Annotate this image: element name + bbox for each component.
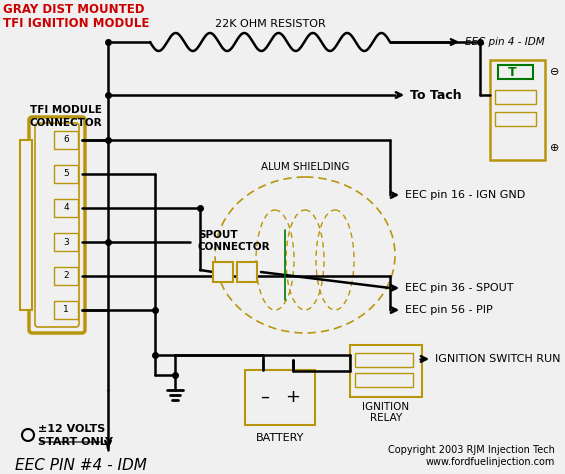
- Text: T: T: [508, 65, 516, 79]
- Text: IGNITION SWITCH RUN: IGNITION SWITCH RUN: [435, 354, 560, 364]
- Bar: [498, 65, 533, 79]
- Text: EEC pin 16 - IGN GND: EEC pin 16 - IGN GND: [405, 190, 525, 200]
- FancyBboxPatch shape: [35, 123, 79, 327]
- Text: START ONLY: START ONLY: [38, 437, 113, 447]
- Text: SPOUT: SPOUT: [198, 230, 238, 240]
- Text: To Tach: To Tach: [410, 89, 462, 101]
- Text: CONNECTOR: CONNECTOR: [198, 242, 271, 252]
- Bar: [54, 301, 78, 319]
- Text: 4: 4: [63, 203, 69, 212]
- Bar: [355, 373, 413, 387]
- Bar: [495, 90, 536, 104]
- Text: www.fordfuelinjection.com: www.fordfuelinjection.com: [425, 457, 555, 467]
- Text: 1: 1: [63, 306, 69, 315]
- Bar: [350, 345, 422, 397]
- Bar: [495, 112, 536, 126]
- Text: BATTERY: BATTERY: [256, 433, 304, 443]
- Bar: [490, 60, 545, 160]
- Text: EEC PIN #4 - IDM: EEC PIN #4 - IDM: [15, 458, 147, 473]
- Bar: [54, 165, 78, 183]
- Text: TFI MODULE: TFI MODULE: [30, 105, 102, 115]
- Text: EEC pin 56 - PIP: EEC pin 56 - PIP: [405, 305, 493, 315]
- Text: ⊕: ⊕: [550, 143, 559, 153]
- Text: GRAY DIST MOUNTED: GRAY DIST MOUNTED: [3, 3, 145, 16]
- Text: 6: 6: [63, 136, 69, 145]
- Text: ALUM SHIELDING: ALUM SHIELDING: [261, 162, 349, 172]
- Text: TFI IGNITION MODULE: TFI IGNITION MODULE: [3, 17, 149, 30]
- Text: Copyright 2003 RJM Injection Tech: Copyright 2003 RJM Injection Tech: [388, 445, 555, 455]
- Text: ±12 VOLTS: ±12 VOLTS: [38, 424, 105, 434]
- Bar: [213, 262, 233, 282]
- Bar: [54, 233, 78, 251]
- Text: 3: 3: [63, 237, 69, 246]
- Text: +: +: [285, 388, 301, 406]
- Text: IGNITION: IGNITION: [362, 402, 410, 412]
- Bar: [355, 353, 413, 367]
- FancyBboxPatch shape: [29, 117, 85, 333]
- Text: ⊖: ⊖: [550, 67, 559, 77]
- Text: CONNECTOR: CONNECTOR: [30, 118, 103, 128]
- Bar: [54, 267, 78, 285]
- Text: 2: 2: [63, 272, 69, 281]
- Text: 22K OHM RESISTOR: 22K OHM RESISTOR: [215, 19, 325, 29]
- Text: EEC pin 4 - IDM: EEC pin 4 - IDM: [465, 37, 545, 47]
- Bar: [245, 370, 315, 425]
- Text: 5: 5: [63, 170, 69, 179]
- Text: EEC pin 36 - SPOUT: EEC pin 36 - SPOUT: [405, 283, 514, 293]
- Bar: [237, 262, 257, 282]
- Text: –: –: [260, 388, 270, 406]
- Text: RELAY: RELAY: [370, 413, 402, 423]
- Bar: [54, 199, 78, 217]
- Bar: [20, 140, 32, 310]
- Bar: [54, 131, 78, 149]
